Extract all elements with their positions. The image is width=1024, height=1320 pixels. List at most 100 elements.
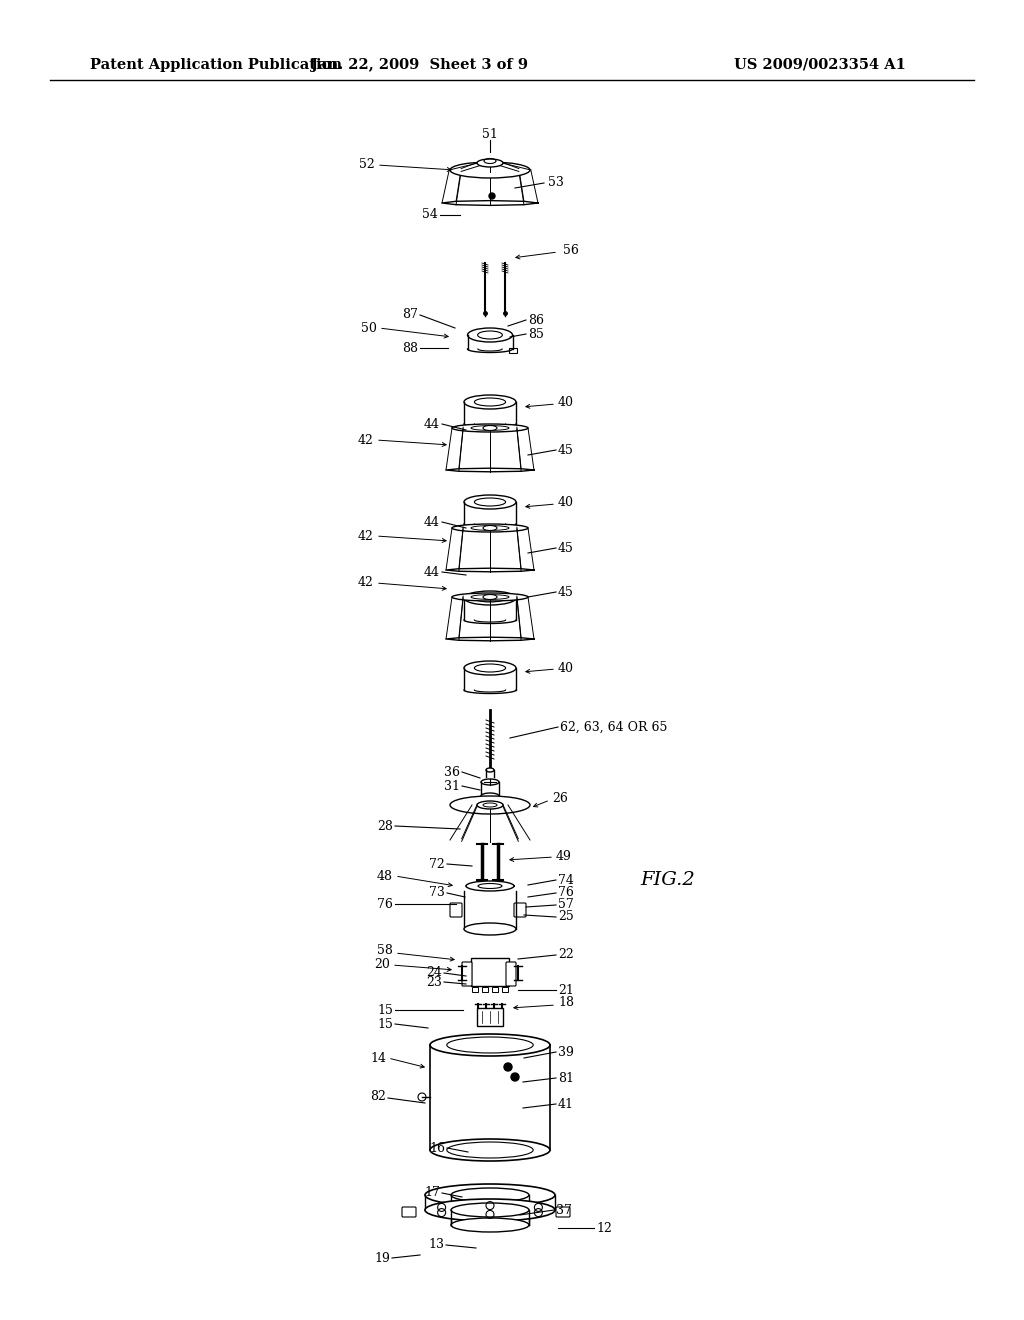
- Ellipse shape: [425, 1184, 555, 1206]
- Text: FIG.2: FIG.2: [640, 871, 694, 888]
- Text: 44: 44: [424, 565, 440, 578]
- Text: 48: 48: [377, 870, 393, 883]
- Circle shape: [489, 193, 495, 199]
- Text: 20: 20: [374, 958, 390, 972]
- Text: 58: 58: [377, 944, 393, 957]
- Ellipse shape: [430, 1034, 550, 1056]
- FancyBboxPatch shape: [509, 348, 516, 352]
- Text: 76: 76: [558, 887, 573, 899]
- Ellipse shape: [451, 1218, 529, 1232]
- Text: 81: 81: [558, 1072, 574, 1085]
- Text: 45: 45: [558, 586, 573, 598]
- Text: 40: 40: [558, 496, 574, 510]
- Ellipse shape: [464, 661, 516, 675]
- Text: 24: 24: [426, 966, 442, 979]
- Text: 41: 41: [558, 1097, 574, 1110]
- Text: 44: 44: [424, 516, 440, 528]
- Text: 57: 57: [558, 899, 573, 912]
- Text: 51: 51: [482, 128, 498, 141]
- Text: 14: 14: [370, 1052, 386, 1064]
- Text: 37: 37: [556, 1204, 571, 1217]
- Text: 17: 17: [424, 1187, 440, 1200]
- Text: 16: 16: [429, 1142, 445, 1155]
- Ellipse shape: [483, 425, 497, 430]
- Ellipse shape: [477, 331, 503, 339]
- Text: 42: 42: [358, 433, 374, 446]
- Text: US 2009/0023354 A1: US 2009/0023354 A1: [734, 58, 906, 73]
- Text: 40: 40: [558, 661, 574, 675]
- FancyBboxPatch shape: [477, 1008, 503, 1026]
- Polygon shape: [446, 469, 534, 471]
- Text: Patent Application Publication: Patent Application Publication: [90, 58, 342, 73]
- FancyBboxPatch shape: [462, 962, 472, 986]
- Ellipse shape: [466, 880, 514, 891]
- Ellipse shape: [430, 1139, 550, 1162]
- Ellipse shape: [474, 664, 506, 672]
- Ellipse shape: [452, 593, 528, 601]
- Text: 87: 87: [402, 309, 418, 322]
- FancyBboxPatch shape: [506, 962, 516, 986]
- Text: 31: 31: [444, 780, 460, 792]
- FancyBboxPatch shape: [514, 903, 526, 917]
- Ellipse shape: [446, 1142, 534, 1158]
- Ellipse shape: [451, 1188, 529, 1203]
- Ellipse shape: [474, 594, 506, 602]
- Ellipse shape: [486, 768, 494, 772]
- FancyBboxPatch shape: [471, 958, 509, 986]
- Ellipse shape: [481, 793, 499, 799]
- FancyBboxPatch shape: [492, 987, 498, 993]
- FancyBboxPatch shape: [556, 1206, 570, 1217]
- Text: 74: 74: [558, 874, 573, 887]
- Ellipse shape: [425, 1199, 555, 1221]
- Text: 21: 21: [558, 983, 573, 997]
- Ellipse shape: [446, 1038, 534, 1053]
- Text: 15: 15: [377, 1003, 393, 1016]
- Text: 28: 28: [377, 820, 393, 833]
- Text: 19: 19: [374, 1251, 390, 1265]
- Text: 45: 45: [558, 444, 573, 457]
- Text: 22: 22: [558, 949, 573, 961]
- Ellipse shape: [464, 395, 516, 409]
- Ellipse shape: [450, 796, 530, 814]
- FancyBboxPatch shape: [502, 987, 508, 993]
- Text: 72: 72: [429, 858, 445, 870]
- Polygon shape: [466, 883, 514, 890]
- Text: 39: 39: [558, 1045, 573, 1059]
- Text: 73: 73: [429, 887, 445, 899]
- Text: 82: 82: [370, 1089, 386, 1102]
- Ellipse shape: [452, 424, 528, 432]
- FancyBboxPatch shape: [482, 987, 488, 993]
- Text: 42: 42: [358, 529, 374, 543]
- Text: 42: 42: [358, 577, 374, 590]
- Ellipse shape: [451, 1203, 529, 1217]
- FancyBboxPatch shape: [450, 903, 462, 917]
- Ellipse shape: [477, 158, 503, 168]
- Text: 85: 85: [528, 327, 544, 341]
- Text: 23: 23: [426, 975, 442, 989]
- Circle shape: [504, 1063, 512, 1071]
- Ellipse shape: [464, 591, 516, 605]
- Text: 50: 50: [361, 322, 377, 334]
- Text: 88: 88: [402, 342, 418, 355]
- Ellipse shape: [450, 162, 530, 178]
- Text: 49: 49: [556, 850, 571, 862]
- Text: 45: 45: [558, 541, 573, 554]
- Text: 40: 40: [558, 396, 574, 409]
- Text: 76: 76: [377, 898, 393, 911]
- Text: Jan. 22, 2009  Sheet 3 of 9: Jan. 22, 2009 Sheet 3 of 9: [311, 58, 528, 73]
- Ellipse shape: [474, 498, 506, 506]
- Text: 12: 12: [596, 1221, 612, 1234]
- Text: 15: 15: [377, 1018, 393, 1031]
- Ellipse shape: [452, 524, 528, 532]
- Ellipse shape: [483, 525, 497, 531]
- Text: 86: 86: [528, 314, 544, 326]
- Polygon shape: [446, 638, 534, 640]
- Ellipse shape: [483, 594, 497, 599]
- Text: 62, 63, 64 OR 65: 62, 63, 64 OR 65: [560, 721, 668, 734]
- Ellipse shape: [474, 399, 506, 407]
- FancyBboxPatch shape: [472, 987, 478, 993]
- Ellipse shape: [468, 327, 512, 342]
- Circle shape: [511, 1073, 519, 1081]
- Text: 13: 13: [428, 1238, 444, 1251]
- Ellipse shape: [464, 923, 516, 935]
